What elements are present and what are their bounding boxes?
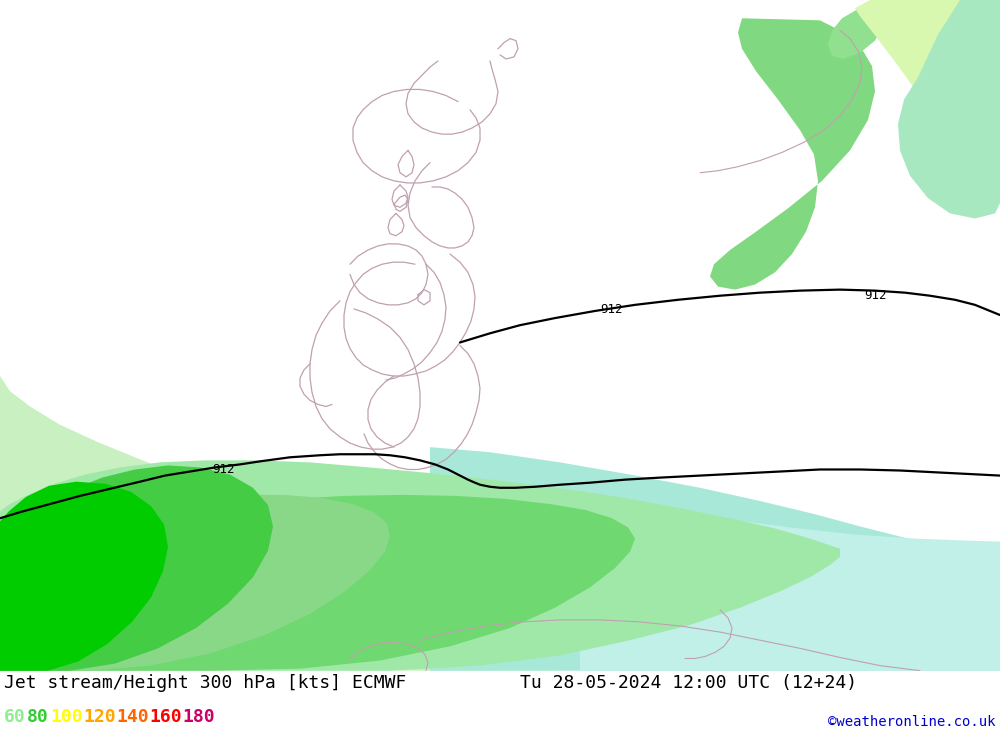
Polygon shape	[580, 498, 1000, 671]
Text: 912: 912	[864, 289, 887, 301]
Text: 80: 80	[27, 708, 49, 726]
Polygon shape	[898, 0, 1000, 218]
Polygon shape	[855, 0, 1000, 142]
Text: 100: 100	[50, 708, 83, 726]
Polygon shape	[828, 10, 882, 59]
Polygon shape	[0, 345, 840, 671]
Text: 60: 60	[4, 708, 26, 726]
Text: Tu 28-05-2024 12:00 UTC (12+24): Tu 28-05-2024 12:00 UTC (12+24)	[520, 674, 857, 692]
Text: Jet stream/Height 300 hPa [kts] ECMWF: Jet stream/Height 300 hPa [kts] ECMWF	[4, 674, 406, 692]
Polygon shape	[0, 495, 390, 671]
Text: ©weatheronline.co.uk: ©weatheronline.co.uk	[828, 715, 996, 729]
Polygon shape	[0, 482, 168, 671]
Polygon shape	[0, 465, 273, 671]
Text: 160: 160	[149, 708, 182, 726]
Text: 180: 180	[182, 708, 215, 726]
Polygon shape	[710, 18, 875, 290]
Text: 120: 120	[83, 708, 116, 726]
Polygon shape	[0, 427, 635, 671]
Polygon shape	[0, 284, 1000, 671]
Text: 912: 912	[600, 303, 622, 316]
Text: 140: 140	[116, 708, 149, 726]
Text: 912: 912	[212, 463, 234, 476]
Polygon shape	[430, 447, 1000, 671]
